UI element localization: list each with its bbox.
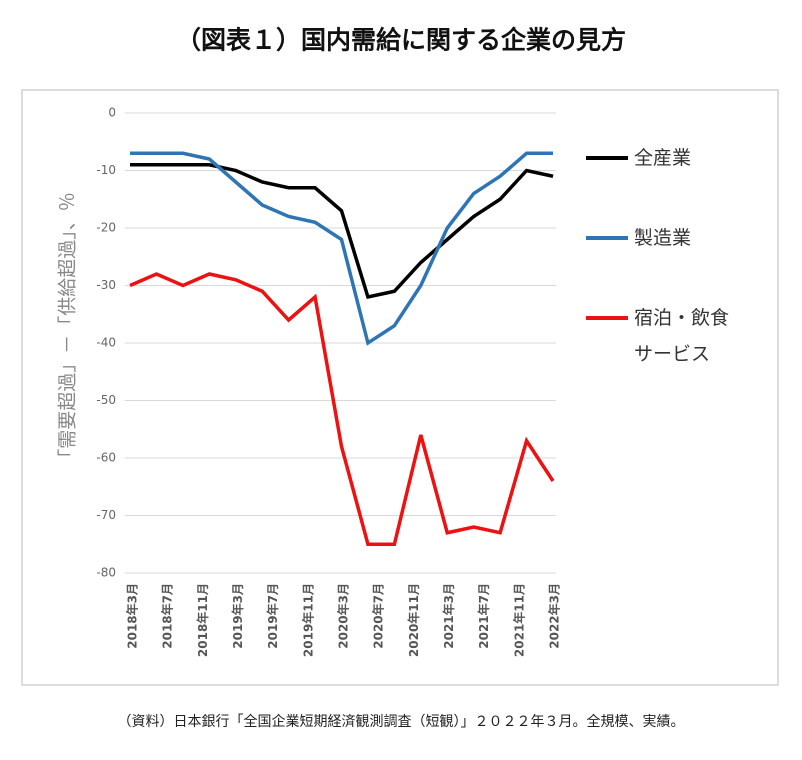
legend-item: 全産業 [586, 140, 734, 176]
legend-label: 全産業 [634, 147, 692, 169]
x-tick-label: 2018年11月 [195, 583, 210, 657]
legend-swatch [586, 156, 628, 160]
y-tick-label: -30 [96, 278, 116, 292]
x-tick-label: 2020年7月 [371, 583, 386, 649]
y-tick-label: -70 [96, 508, 116, 522]
x-tick-label: 2018年3月 [125, 583, 140, 649]
x-tick-label: 2022年3月 [547, 583, 562, 649]
x-tick-label: 2019年3月 [230, 583, 245, 649]
legend-swatch [586, 236, 628, 240]
legend-swatch [586, 316, 628, 320]
chart-title: （図表１）国内需給に関する企業の見方 [176, 26, 626, 55]
x-tick-label: 2021年3月 [441, 583, 456, 649]
x-tick-label: 2019年7月 [265, 583, 280, 649]
y-tick-label: -40 [96, 336, 116, 350]
y-axis-title: 「需要超過」－「供給超過」、％ [57, 192, 79, 468]
y-tick-label: -50 [96, 393, 116, 407]
legend-item: 宿泊・飲食サービス [586, 300, 734, 372]
x-tick-label: 2021年11月 [511, 583, 526, 657]
y-tick-label: -20 [96, 221, 116, 235]
legend-label: 製造業 [634, 227, 692, 249]
chart-frame [21, 89, 779, 686]
legend-label: 宿泊・飲食サービス [634, 307, 730, 365]
series-line [130, 151, 553, 346]
source-note: （資料）日本銀行「全国企業短期経済観測調査（短観）」２０２２年３月。全規模、実績… [118, 713, 685, 730]
legend-item: 製造業 [586, 220, 734, 256]
y-tick-label: -80 [96, 566, 116, 580]
x-tick-label: 2018年7月 [160, 583, 175, 649]
y-tick-label: -10 [96, 163, 116, 177]
series-line [130, 163, 554, 300]
y-tick-label: -60 [96, 451, 116, 465]
x-tick-label: 2020年11月 [406, 583, 421, 657]
x-tick-label: 2019年11月 [300, 583, 315, 657]
y-tick-label: 0 [108, 106, 116, 120]
series-line [129, 272, 555, 546]
x-tick-label: 2020年3月 [336, 583, 351, 649]
x-tick-label: 2021年7月 [476, 583, 491, 649]
